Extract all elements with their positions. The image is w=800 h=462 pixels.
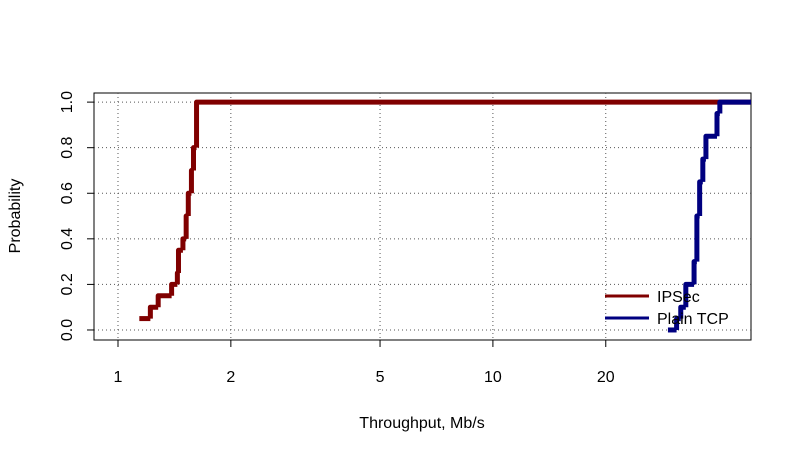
plot-frame: [93, 92, 752, 341]
series: [139, 99, 751, 322]
ecdf-step: [188, 167, 194, 194]
ecdf-step: [691, 259, 697, 285]
x-tick-label: 10: [484, 369, 502, 386]
ecdf-step: [174, 270, 180, 285]
x-tick-label: 1: [114, 369, 123, 386]
ecdf-step: [175, 247, 183, 274]
ecdf-step: [717, 99, 751, 114]
x-tick-label: 2: [226, 369, 235, 386]
y-tick-label: 0.6: [59, 182, 76, 204]
ecdf-step: [155, 293, 172, 308]
ecdf-step: [183, 213, 189, 239]
legend-label: Plain TCP: [657, 311, 729, 328]
ecdf-step: [194, 99, 751, 148]
y-tick-label: 1.0: [59, 91, 76, 113]
legend-label: IPSec: [657, 289, 700, 306]
y-tick-label: 0.8: [59, 136, 76, 158]
y-axis-label: Probability: [7, 179, 24, 254]
y-tick-label: 0.2: [59, 273, 76, 295]
ecdf-step: [147, 304, 159, 319]
x-tick-label: 20: [597, 369, 615, 386]
ecdf-step: [697, 179, 703, 217]
ecdf-step: [714, 111, 720, 137]
ecdf-step: [180, 236, 187, 251]
x-axis-label: Throughput, Mb/s: [359, 415, 484, 432]
ecdf-step: [683, 281, 695, 308]
x-tick-label: 5: [376, 369, 385, 386]
series: [667, 99, 751, 333]
y-tick-label: 0.4: [59, 228, 76, 250]
ecdf-step: [700, 156, 706, 182]
ecdf-step: [190, 145, 197, 171]
ecdf-step: [169, 281, 178, 296]
ecdf-step: [703, 133, 717, 160]
ecdf-step: [694, 213, 700, 262]
y-tick-label: 0.0: [59, 319, 76, 341]
ecdf-step: [185, 190, 192, 217]
